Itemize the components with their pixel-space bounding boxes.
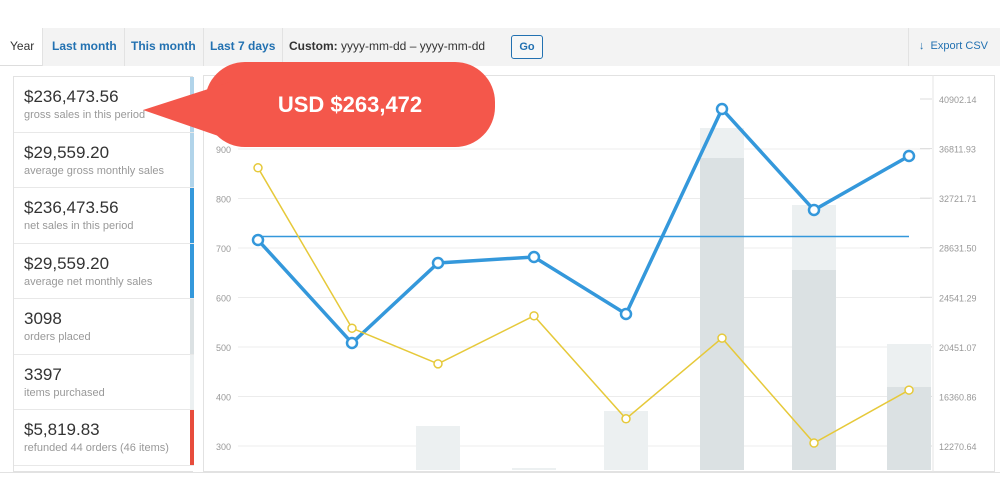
right-axis-tick: 28631.50 [939,244,977,254]
tab-this-month[interactable]: This month [124,28,204,66]
tab-last-month[interactable]: Last month [45,28,125,66]
data-point [807,203,821,217]
tab-year[interactable]: Year [10,39,35,53]
left-axis-tick: 900 [216,145,231,155]
legend-amount: $29,559.20 [24,142,110,162]
data-point [431,256,445,270]
custom-label: Custom: [289,39,338,53]
legend-item[interactable]: 3397 items purchased [14,354,194,410]
legend-label: average gross monthly sales [24,164,165,177]
right-axis-tick: 16360.86 [939,392,977,402]
go-button[interactable]: Go [511,35,543,59]
data-point [621,414,631,424]
legend-item[interactable]: $29,559.20 average gross monthly sales [14,132,194,188]
data-point [347,323,357,333]
date-from-input[interactable]: yyyy-mm-dd [341,39,407,53]
right-axis-tick: 40902.14 [939,95,977,105]
legend-label: gross sales in this period [24,109,146,121]
legend-color-stripe [190,410,194,465]
legend-color-stripe [190,243,194,298]
legend-amount: $5,819.83 [24,420,100,439]
right-axis-tick: 24541.29 [939,293,977,303]
data-point [904,385,914,395]
data-point [345,336,359,350]
legend-color-stripe [190,299,194,354]
left-axis-tick: 300 [216,442,231,452]
legend-label: net sales in this period [24,220,134,232]
data-point [433,359,443,369]
data-point [809,438,819,448]
left-axis-tick: 400 [216,393,231,403]
legend-amount: 3098 [24,309,62,328]
right-axis-tick: 12270.64 [939,442,977,452]
legend-item[interactable]: 3098 orders placed [14,299,194,355]
tab-last-7-days[interactable]: Last 7 days [203,28,284,66]
legend-item[interactable]: $5,819.83 refunded 44 orders (46 items) [14,410,194,466]
right-axis-tick: 36811.93 [939,145,976,155]
data-point [253,163,263,173]
series-line [256,105,910,346]
date-to-input[interactable]: yyyy-mm-dd [419,39,486,53]
legend-label: orders placed [24,331,91,343]
series-line [257,167,910,444]
legend-amount: $29,559.20 [24,253,110,273]
export-label: Export CSV [930,40,988,52]
data-point [251,233,265,247]
legend-item[interactable]: $236,473.56 net sales in this period [14,188,194,244]
legend-label: refunded 44 orders (46 items) [24,442,169,454]
legend-amount: $236,473.56 [24,198,119,217]
legend-label: average net monthly sales [24,275,153,288]
data-point [715,102,729,116]
left-axis-tick: 800 [216,195,231,205]
legend-color-stripe [190,188,194,243]
data-point [619,307,633,321]
bar-gross [512,467,556,470]
data-point [902,149,916,163]
right-axis-tick: 32721.71 [939,194,977,204]
left-axis-tick: 500 [216,343,231,353]
legend-item[interactable]: $29,559.20 average net monthly sales [14,243,194,299]
legend-label: items purchased [24,386,105,399]
data-point [529,311,539,321]
left-axis-tick: 600 [216,294,231,304]
legend-amount: $236,473.56 [24,87,119,106]
legend-color-stripe [190,354,194,409]
data-point [527,250,541,264]
divider [0,472,1000,473]
custom-range: Custom: yyyy-mm-dd – yyyy-mm-dd [289,28,485,66]
bar-gross [416,425,460,470]
bar-net [887,386,931,470]
bar-net [700,157,744,471]
date-separator: – [409,39,417,53]
arrow-down-icon: ↓ [918,40,925,52]
legend-item[interactable]: $236,473.56 gross sales in this period [14,77,194,133]
summary-legend: $236,473.56 gross sales in this period $29… [13,76,194,472]
data-point [717,333,727,343]
total-callout: USD $263,472 [205,62,495,147]
report-range-toolbar: Year Last month This month Last 7 days C… [0,28,1000,66]
right-axis-tick: 20451.07 [939,343,977,353]
export-csv-button[interactable]: ↓ Export CSV [907,28,988,66]
legend-amount: 3397 [24,364,62,384]
legend-color-stripe [190,132,194,187]
bar-net [792,269,836,470]
left-axis-tick: 700 [216,244,231,254]
